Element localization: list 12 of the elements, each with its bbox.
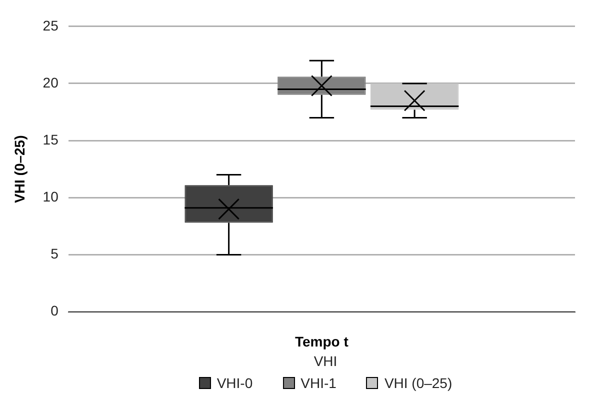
legend-label: VHI (0–25): [384, 375, 452, 391]
legend-label: VHI-1: [300, 375, 336, 391]
y-tick-label: 15: [42, 131, 59, 148]
y-tick-label: 10: [42, 188, 59, 204]
y-tick-label: 20: [42, 74, 59, 90]
y-axis-title: VHI (0–25): [11, 135, 28, 203]
legend-label: VHI-0: [216, 375, 253, 391]
x-axis-title: Tempo t: [294, 333, 349, 350]
legend-title: VHI: [314, 353, 338, 369]
y-tick-label: 0: [50, 302, 59, 319]
y-tick-label: 25: [42, 17, 59, 34]
y-tick-label: 5: [50, 246, 59, 262]
